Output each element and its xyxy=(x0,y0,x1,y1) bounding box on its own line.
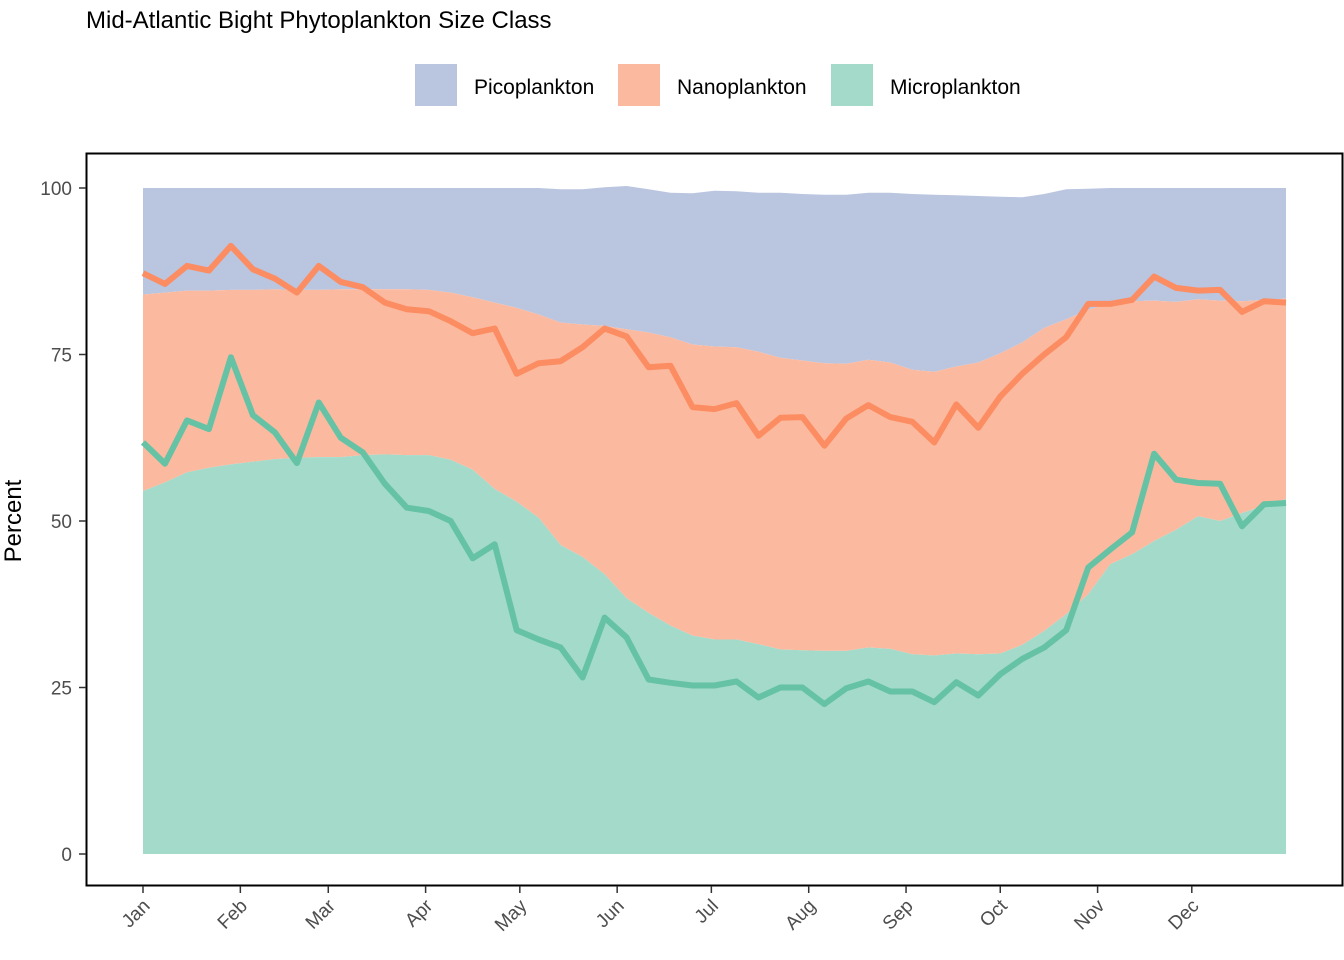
legend: Picoplankton Nanoplankton Microplankton xyxy=(415,64,1021,106)
y-tick-label: 50 xyxy=(51,512,72,533)
x-tick-label: Jul xyxy=(691,896,723,928)
chart-title: Mid-Atlantic Bight Phytoplankton Size Cl… xyxy=(86,7,552,34)
legend-label-nanoplankton: Nanoplankton xyxy=(677,76,807,99)
plot-area xyxy=(140,186,1287,854)
legend-swatch-picoplankton xyxy=(415,64,457,106)
x-tick-label: Mar xyxy=(302,895,340,933)
x-tick-label: Dec xyxy=(1165,896,1204,935)
legend-swatch-microplankton xyxy=(831,64,873,106)
y-tick-label: 0 xyxy=(61,845,72,866)
area-picoplankton xyxy=(143,186,1286,372)
x-tick-label: Sep xyxy=(879,896,918,935)
x-tick-label: Nov xyxy=(1070,895,1109,934)
y-axis: 0 25 50 75 100 xyxy=(40,179,86,866)
line-microplankton xyxy=(140,354,1287,708)
line-nanoplankton xyxy=(141,242,1287,449)
x-tick-label: Feb xyxy=(214,896,252,934)
x-tick-label: Aug xyxy=(781,896,820,935)
legend-label-microplankton: Microplankton xyxy=(890,76,1021,99)
x-axis: Jan Feb Mar Apr May Jun Jul Aug Sep Oct Nov Dec xyxy=(118,886,1203,936)
area-microplankton xyxy=(143,454,1286,854)
y-tick-label: 75 xyxy=(51,346,72,367)
area-nanoplankton xyxy=(143,289,1286,656)
legend-label-picoplankton: Picoplankton xyxy=(474,76,594,99)
y-tick-label: 100 xyxy=(40,179,72,200)
plot-panel-border xyxy=(85,152,1344,887)
x-tick-label: May xyxy=(491,895,532,936)
y-tick-label: 25 xyxy=(51,679,72,700)
legend-swatch-nanoplankton xyxy=(618,64,660,106)
x-tick-label: Jan xyxy=(118,896,155,933)
x-tick-label: Apr xyxy=(401,895,437,931)
x-tick-label: Jun xyxy=(592,896,629,933)
y-axis-title: Percent xyxy=(0,479,27,562)
x-tick-label: Oct xyxy=(976,895,1012,931)
